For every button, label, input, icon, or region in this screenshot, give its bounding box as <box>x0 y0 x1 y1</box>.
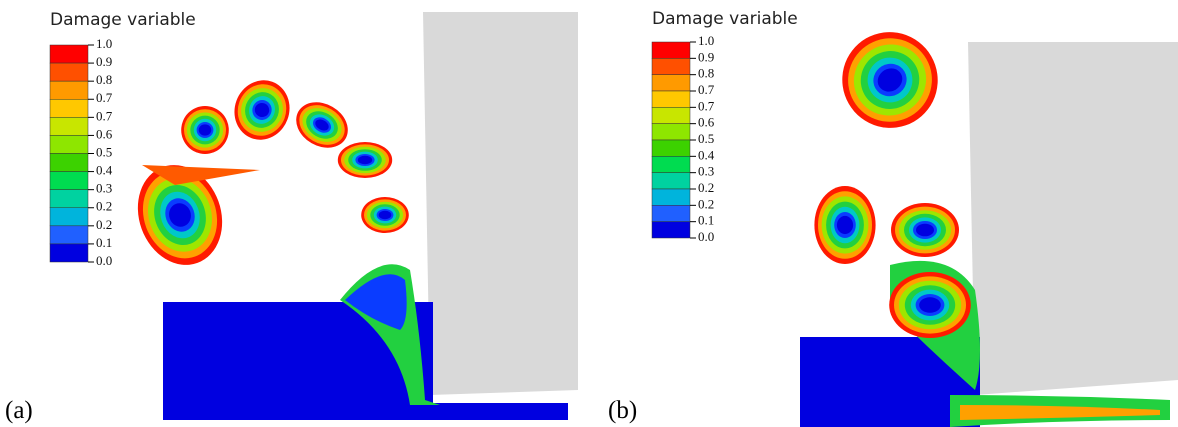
legend-tick-label: 1.0 <box>96 36 112 51</box>
legend-swatch <box>49 62 89 82</box>
legend-tick-label: 0.2 <box>96 199 112 214</box>
legend-title: Damage variable <box>50 10 196 30</box>
legend-tick-label: 0.7 <box>698 98 715 113</box>
legend-tick-label: 0.4 <box>698 147 715 162</box>
legend-tick-label: 0.9 <box>96 54 112 69</box>
legend-swatch <box>651 188 691 206</box>
legend-tick-label: 0.0 <box>698 229 714 244</box>
legend-swatch <box>651 58 691 75</box>
legend-tick-label: 0.0 <box>96 253 112 268</box>
legend-swatch <box>651 221 691 239</box>
legend-tick-label: 0.7 <box>698 82 715 97</box>
legend-swatch <box>49 171 89 190</box>
legend-tick-label: 0.2 <box>698 196 714 211</box>
legends: Damage variable1.00.90.80.70.70.60.50.40… <box>5 9 798 424</box>
legend-swatch <box>49 153 89 172</box>
legend-tick-label: 0.2 <box>96 217 112 232</box>
legend-swatch <box>651 90 691 108</box>
legend-swatch <box>651 205 691 222</box>
legend-swatch <box>651 107 691 124</box>
panel-a-field <box>124 12 578 420</box>
legend-tick-label: 0.1 <box>96 235 112 250</box>
panel-label: (b) <box>608 397 637 424</box>
legend-swatch <box>49 117 89 136</box>
legend-tick-label: 0.1 <box>698 213 714 228</box>
legend-tick-label: 0.7 <box>96 90 113 105</box>
legend-swatch <box>651 123 691 141</box>
legend-tick-label: 0.3 <box>96 181 112 196</box>
panel-label: (a) <box>5 397 33 424</box>
legend-swatch <box>49 243 89 263</box>
legend-tick-label: 0.5 <box>96 144 112 159</box>
legend-tick-label: 0.6 <box>96 126 113 141</box>
legend-tick-label: 0.4 <box>96 163 113 178</box>
legend-swatch <box>49 225 89 245</box>
legend-tick-label: 0.6 <box>698 115 715 130</box>
legend-tick-label: 1.0 <box>698 33 714 48</box>
legend-tick-label: 0.3 <box>698 164 714 179</box>
legend-title: Damage variable <box>652 9 798 29</box>
legend-tick-label: 0.7 <box>96 108 113 123</box>
legend-tick-label: 0.2 <box>698 180 714 195</box>
legend-swatch <box>49 44 89 64</box>
legend-swatch <box>49 207 89 227</box>
legend-swatch <box>651 74 691 92</box>
legend-swatch <box>651 139 691 157</box>
legend-swatch <box>651 41 691 59</box>
panel-b-field <box>800 14 1178 427</box>
legend-tick-label: 0.8 <box>96 72 112 87</box>
legend-swatch <box>49 80 89 100</box>
legend-tick-label: 0.5 <box>698 131 714 146</box>
legend-swatch <box>49 99 89 118</box>
legend-swatch <box>651 156 691 173</box>
legend-swatch <box>651 172 691 190</box>
legend-tick-label: 0.9 <box>698 49 714 64</box>
legend-swatch <box>49 135 89 154</box>
legend-tick-label: 0.8 <box>698 66 714 81</box>
legend-swatch <box>49 189 89 209</box>
